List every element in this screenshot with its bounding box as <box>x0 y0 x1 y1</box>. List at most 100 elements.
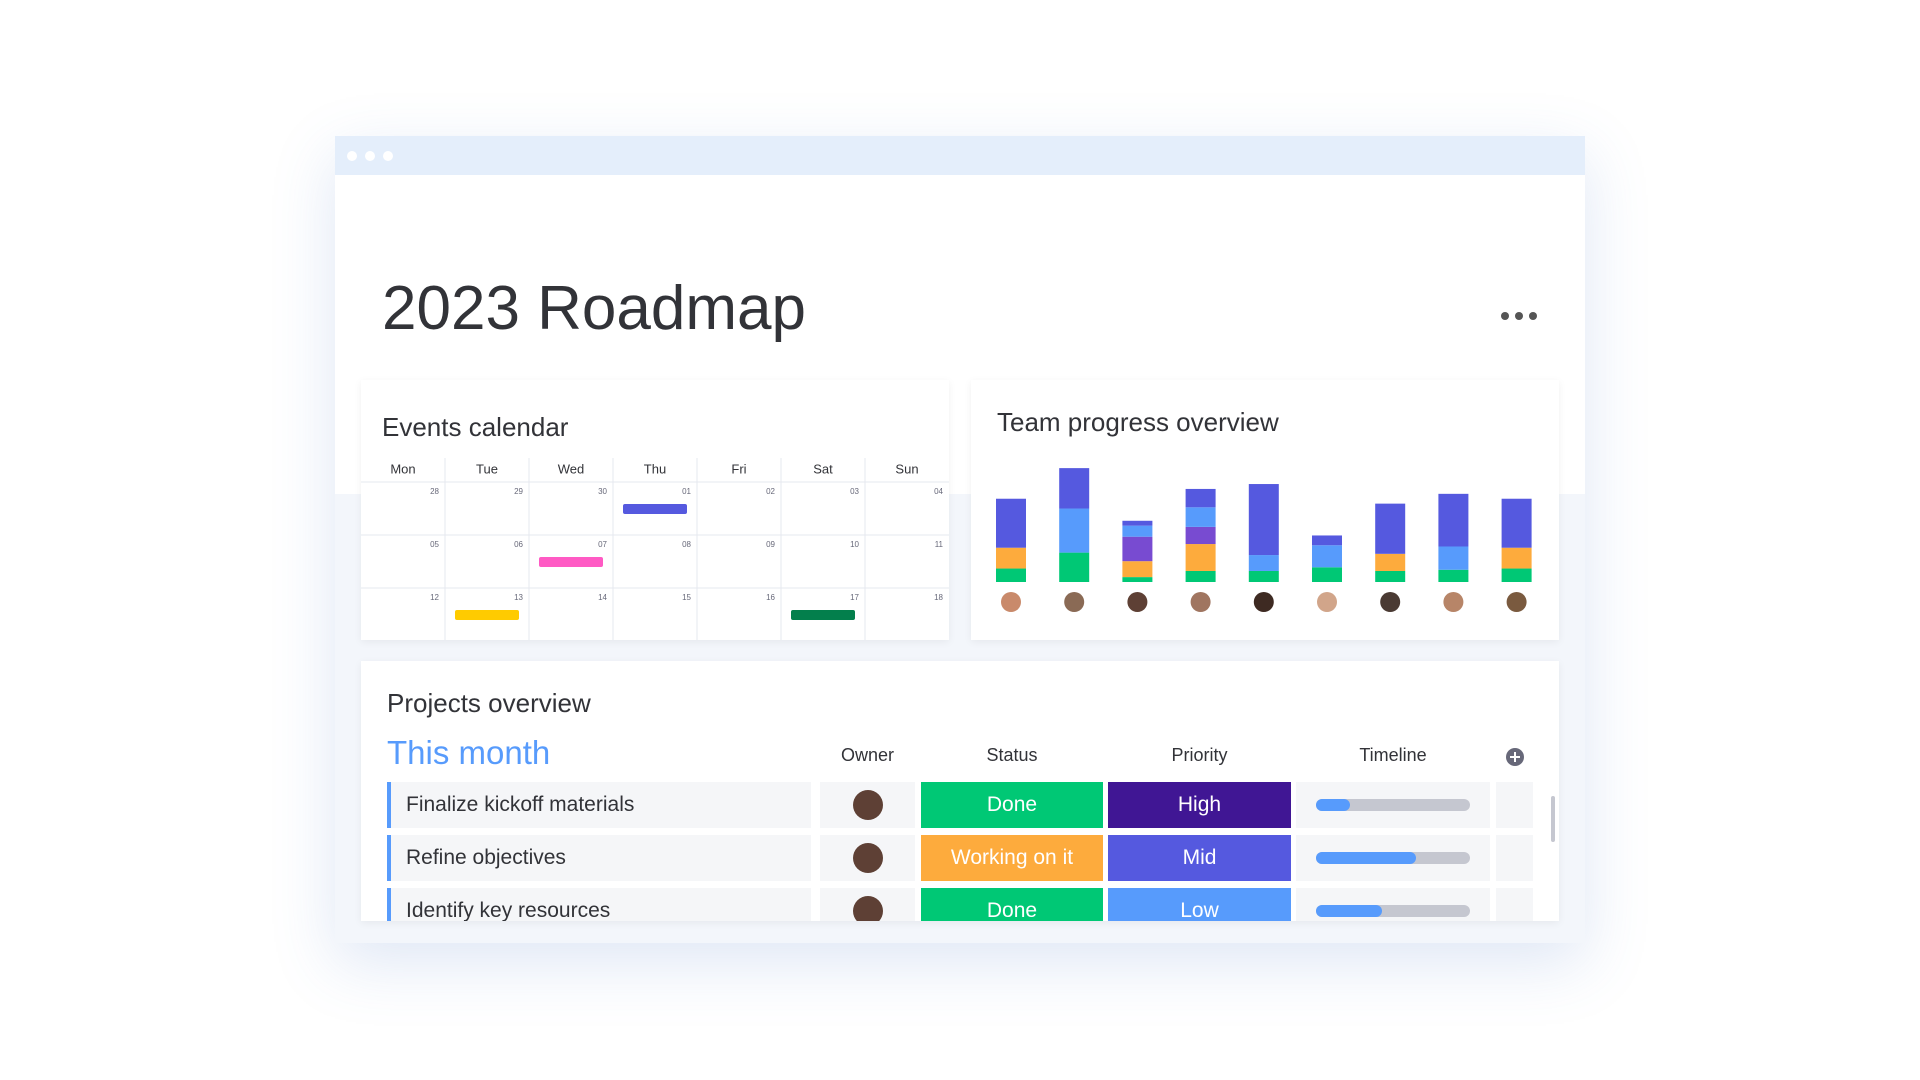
date-label: 12 <box>430 593 439 602</box>
avatar <box>1001 592 1021 612</box>
bar-segment <box>1438 569 1469 582</box>
date-label: 10 <box>850 540 859 549</box>
bar-segment <box>1059 508 1090 553</box>
bar-segment <box>1438 493 1469 547</box>
date-label: 18 <box>934 593 943 602</box>
bar-segment <box>1059 552 1090 582</box>
date-label: 16 <box>766 593 775 602</box>
bar-segment <box>1248 570 1279 582</box>
date-label: 04 <box>934 487 943 496</box>
column-header: Priority <box>1171 745 1228 765</box>
task-name: Refine objectives <box>387 835 811 881</box>
extra-cell <box>1496 888 1533 921</box>
extra-cell <box>1496 782 1533 828</box>
owner-avatar <box>852 790 883 820</box>
bar-segment <box>1185 526 1216 545</box>
calendar-grid: Mon Tue Wed Thu Fri Sat Sun 28 29 30 01 02 03 04 05 06 0… <box>361 458 949 640</box>
event-bar <box>791 610 855 620</box>
avatar <box>1253 592 1274 612</box>
priority-cell: High <box>1108 782 1291 828</box>
window-dot <box>383 151 393 161</box>
date-label: 08 <box>682 540 691 549</box>
weekday-label: Sun <box>895 461 918 476</box>
bar-segment <box>1185 507 1216 527</box>
calendar-card: Events calendar Mon Tue Wed Thu Fri Sat Sun 28 2… <box>361 380 949 640</box>
menu-dot <box>1529 312 1537 320</box>
plus <box>1510 752 1520 762</box>
column-header: Status <box>986 745 1038 765</box>
date-label: 06 <box>514 540 523 549</box>
bar-segment <box>1122 520 1153 526</box>
avatar <box>1317 592 1337 612</box>
priority-cell: Low <box>1108 888 1291 921</box>
avatar <box>1064 592 1085 612</box>
avatar <box>1443 592 1464 612</box>
avatar <box>1190 592 1211 612</box>
bar-segment <box>996 498 1026 548</box>
page-title: 2023 Roadmap <box>382 274 806 343</box>
weekday-label: Tue <box>476 461 498 476</box>
bar-segment <box>1059 468 1090 509</box>
column-header: Timeline <box>1359 745 1427 765</box>
bar-segment <box>1375 570 1406 582</box>
avatar <box>1127 592 1148 612</box>
card-title: Events calendar <box>382 412 569 442</box>
date-label: 07 <box>598 540 607 549</box>
bar-segment <box>996 547 1026 569</box>
card-title: Projects overview <box>387 688 591 718</box>
date-label: 13 <box>514 593 523 602</box>
window-dot <box>347 151 357 161</box>
window-bar <box>335 136 1585 175</box>
window: 2023 Roadmap Events calendar Mon Tue Wed Th… <box>335 136 1585 943</box>
card-title: Team progress overview <box>997 407 1279 437</box>
status-cell: Done <box>921 782 1103 828</box>
bar-segment <box>1122 525 1153 537</box>
projects-card: Projects overview This month Owner Status… <box>361 661 1559 921</box>
date-label: 09 <box>766 540 775 549</box>
bar-segment <box>1185 544 1216 571</box>
bar-segment <box>1122 536 1153 562</box>
bar-segment <box>1248 555 1279 571</box>
date-label: 03 <box>850 487 859 496</box>
timeline-progress <box>1316 852 1417 864</box>
avatar <box>1506 592 1527 612</box>
date-label: 28 <box>430 487 439 496</box>
status-cell: Done <box>921 888 1103 921</box>
date-label: 11 <box>935 540 944 549</box>
group-title: This month <box>387 734 551 771</box>
table: Owner Status Priority Timeline Finalize kick… <box>361 661 1559 921</box>
date-label: 01 <box>682 487 691 496</box>
more-menu[interactable] <box>1495 301 1555 331</box>
bar-segment <box>1122 577 1153 582</box>
priority-cell: Mid <box>1108 835 1291 881</box>
bar-segment <box>1312 535 1342 546</box>
task-name: Identify key resources <box>387 888 811 921</box>
bar-segment <box>1501 568 1532 582</box>
bar-segment <box>996 568 1026 582</box>
progress-card: Team progress overview <box>971 380 1559 640</box>
timeline-progress <box>1316 905 1383 917</box>
bar-segment <box>1312 545 1342 568</box>
weekday-label: Thu <box>644 461 666 476</box>
date-label: 02 <box>766 487 775 496</box>
bar-segment <box>1185 570 1216 582</box>
task-name: Finalize kickoff materials <box>387 782 811 828</box>
window-dot <box>365 151 375 161</box>
scrollbar[interactable] <box>1551 796 1555 842</box>
bar-segment <box>1375 503 1406 554</box>
event-bar <box>623 504 687 514</box>
column-header: Owner <box>840 745 894 765</box>
owner-avatar <box>852 896 883 921</box>
bar-segment <box>1501 547 1532 569</box>
extra-cell <box>1496 835 1533 881</box>
bar-segment <box>1312 567 1342 582</box>
timeline-progress <box>1316 799 1350 811</box>
bar-segment <box>1122 561 1153 578</box>
menu-dot <box>1501 312 1509 320</box>
date-label: 14 <box>598 593 607 602</box>
bar-segment <box>1438 546 1469 570</box>
add-column[interactable] <box>1504 746 1526 768</box>
date-label: 17 <box>850 593 859 602</box>
bar-segment <box>1185 488 1216 508</box>
